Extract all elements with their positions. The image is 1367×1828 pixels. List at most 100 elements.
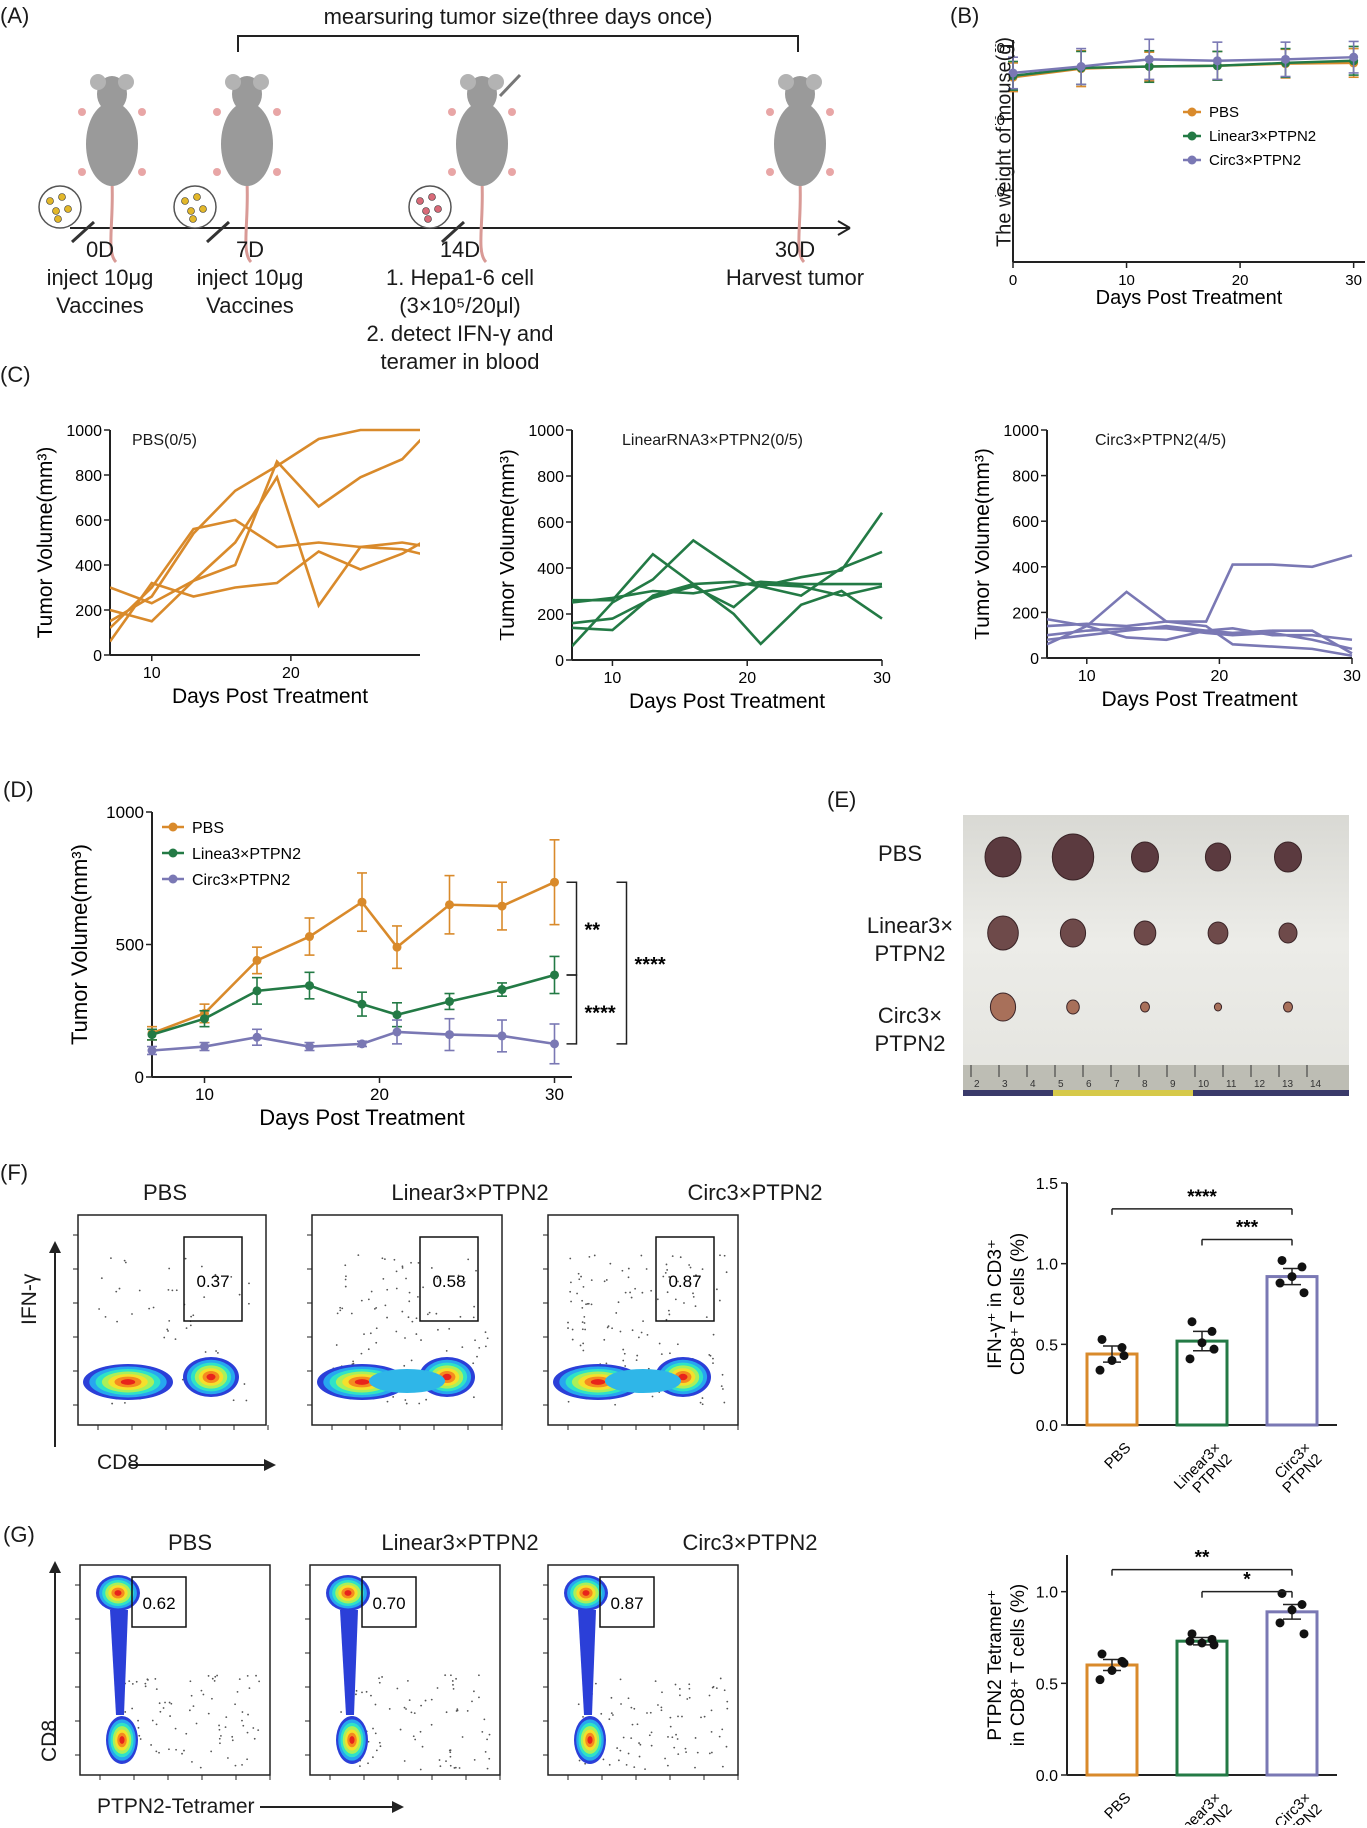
sig-label: **** bbox=[635, 954, 666, 976]
flow-event bbox=[357, 1254, 360, 1257]
flow-event bbox=[582, 1349, 585, 1352]
y-tick-label: 1000 bbox=[106, 803, 144, 822]
flow-event bbox=[481, 1730, 484, 1733]
flow-event bbox=[709, 1354, 712, 1357]
y-tick-label: 800 bbox=[1012, 469, 1039, 486]
flow-event bbox=[648, 1734, 651, 1737]
y-axis-label-line: in CD8⁺ T cells (%) bbox=[1008, 1584, 1029, 1746]
flow-event bbox=[245, 1399, 248, 1402]
flow-event bbox=[461, 1736, 464, 1738]
cell bbox=[64, 205, 72, 213]
flow-event bbox=[627, 1267, 630, 1270]
flow-event bbox=[425, 1398, 428, 1401]
flow-event bbox=[224, 1726, 227, 1729]
x-tick-label: PBS bbox=[1101, 1439, 1134, 1472]
flow-event bbox=[712, 1362, 714, 1365]
flow-event bbox=[199, 1766, 202, 1769]
y-axis-label: Tumor Volume(mm³) bbox=[975, 448, 994, 640]
bar bbox=[1085, 1663, 1139, 1777]
flow-event bbox=[367, 1740, 370, 1743]
flow-event bbox=[200, 1689, 203, 1692]
cell bbox=[187, 207, 195, 215]
flow-event bbox=[401, 1267, 404, 1269]
mouse-tail bbox=[109, 181, 118, 264]
cell bbox=[416, 197, 424, 205]
mouse-ear bbox=[488, 74, 504, 90]
flow-event bbox=[381, 1676, 383, 1678]
schedule-schematic bbox=[38, 35, 851, 264]
cell bbox=[52, 207, 60, 215]
flow-event bbox=[98, 1308, 101, 1310]
x-tick-label: Circ3×PTPN2 bbox=[1268, 1439, 1325, 1496]
data-point bbox=[550, 877, 559, 887]
mouse-paw bbox=[138, 108, 146, 116]
cell bbox=[181, 197, 189, 205]
data-point bbox=[1275, 1618, 1285, 1628]
flow-event bbox=[669, 1725, 672, 1728]
flow-event bbox=[375, 1306, 378, 1309]
flow-event bbox=[137, 1719, 139, 1722]
y-tick-label: 1000 bbox=[528, 423, 564, 440]
data-point bbox=[1287, 1605, 1297, 1615]
flow-event bbox=[124, 1711, 127, 1713]
flow-event bbox=[640, 1254, 643, 1257]
flow-event bbox=[439, 1279, 442, 1282]
measure-bracket bbox=[237, 35, 799, 52]
flow-event bbox=[445, 1760, 447, 1763]
flow-event bbox=[216, 1674, 219, 1677]
flow-event bbox=[669, 1716, 672, 1719]
flow-event bbox=[638, 1755, 641, 1758]
flow-event bbox=[247, 1713, 249, 1716]
flow-event bbox=[411, 1320, 414, 1323]
series-line bbox=[1013, 55, 1354, 75]
flow-event bbox=[656, 1298, 659, 1301]
flow-event bbox=[567, 1400, 570, 1403]
flow-event bbox=[657, 1704, 659, 1706]
y-tick-label: 400 bbox=[1012, 560, 1039, 577]
flow-event bbox=[158, 1702, 161, 1705]
flow-event bbox=[666, 1269, 669, 1271]
flow-gate bbox=[131, 1576, 187, 1628]
flow-density-negative bbox=[590, 1379, 606, 1385]
flow-event bbox=[185, 1732, 188, 1735]
flow-f1-title: PBS bbox=[142, 1180, 188, 1205]
flow-event bbox=[692, 1292, 694, 1295]
flow-event bbox=[711, 1686, 714, 1689]
flow-event bbox=[181, 1752, 183, 1755]
data-point bbox=[497, 1031, 507, 1041]
flow-event bbox=[202, 1693, 205, 1696]
flow-event bbox=[631, 1723, 634, 1726]
flow-event bbox=[677, 1715, 679, 1718]
flow-event bbox=[710, 1751, 713, 1754]
photo-row-label-pbs: PBS bbox=[840, 840, 960, 868]
flow-gate-value: 0.70 bbox=[372, 1594, 405, 1613]
data-point bbox=[1097, 1334, 1107, 1344]
flow-frame bbox=[309, 1564, 501, 1776]
flow-event bbox=[633, 1707, 636, 1710]
flow-event bbox=[445, 1711, 448, 1714]
flow-event bbox=[408, 1300, 411, 1303]
flow-density-bridge bbox=[369, 1369, 445, 1393]
flow-event bbox=[634, 1287, 637, 1290]
flow-event bbox=[627, 1276, 630, 1279]
data-point bbox=[392, 1010, 402, 1020]
data-point bbox=[147, 1030, 157, 1040]
mouse-paw bbox=[78, 168, 86, 176]
flow-event bbox=[705, 1316, 708, 1319]
flow-event bbox=[605, 1362, 608, 1365]
flow-event bbox=[725, 1745, 728, 1748]
flow-event bbox=[666, 1291, 669, 1294]
flow-event bbox=[164, 1701, 166, 1704]
data-point bbox=[1197, 1338, 1207, 1348]
flow-event bbox=[118, 1287, 121, 1290]
flow-event bbox=[569, 1290, 572, 1293]
flow-event bbox=[456, 1709, 459, 1712]
flow-event bbox=[111, 1402, 114, 1405]
flow-g2-title: Linear3×PTPN2 bbox=[381, 1530, 539, 1555]
flow-event bbox=[660, 1706, 663, 1709]
tumor-sample bbox=[984, 836, 1022, 878]
flow-event bbox=[676, 1738, 679, 1740]
flow-event bbox=[483, 1718, 486, 1721]
flow-event bbox=[636, 1354, 639, 1357]
sig-bracket bbox=[566, 974, 578, 1045]
